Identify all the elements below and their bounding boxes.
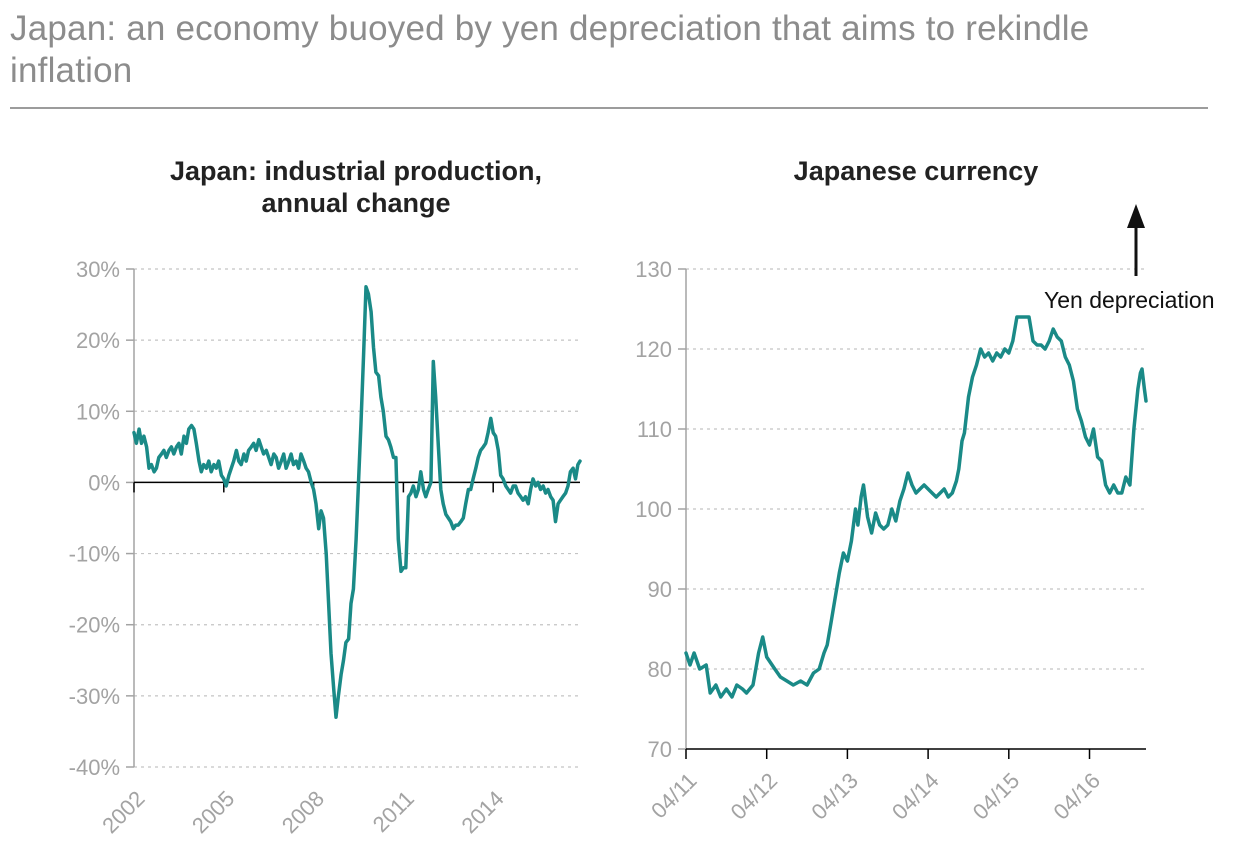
y-tick-label: -10% — [69, 542, 120, 567]
series-line — [684, 315, 1148, 699]
page-title: Japan: an economy buoyed by yen deprecia… — [10, 9, 1090, 90]
y-tick-label: 0% — [88, 470, 120, 495]
series-line — [132, 285, 582, 719]
y-tick-label: 90 — [648, 577, 672, 602]
x-tick-label: 2008 — [277, 786, 329, 838]
y-tick-label: 130 — [635, 257, 672, 282]
y-tick-label: 100 — [635, 497, 672, 522]
y-tick-label: 120 — [635, 337, 672, 362]
chart-title: annual change — [261, 188, 450, 218]
annotation-arrow-head — [1127, 204, 1145, 228]
annotation-label: Yen depreciation — [1044, 287, 1215, 313]
chart-title: Japanese currency — [794, 156, 1039, 186]
x-tick-label: 2005 — [187, 786, 239, 838]
x-tick-label: 04/15 — [968, 768, 1025, 825]
x-tick-label: 2011 — [368, 786, 419, 837]
y-tick-label: 30% — [76, 257, 120, 282]
x-tick-label: 04/16 — [1048, 768, 1105, 825]
x-tick-label: 04/14 — [887, 768, 944, 825]
y-tick-label: -40% — [69, 755, 120, 780]
x-tick-label: 04/13 — [806, 768, 863, 825]
y-tick-label: -30% — [69, 684, 120, 709]
y-tick-label: 110 — [637, 417, 672, 442]
y-tick-label: 80 — [648, 657, 672, 682]
title-divider — [10, 107, 1208, 109]
x-tick-label: 04/12 — [726, 768, 783, 825]
y-tick-label: -20% — [69, 613, 120, 638]
x-tick-label: 2014 — [456, 786, 508, 838]
y-tick-label: 20% — [76, 328, 120, 353]
y-tick-label: 70 — [648, 737, 672, 762]
y-tick-label: 10% — [76, 399, 120, 424]
x-tick-label: 04/11 — [646, 768, 701, 823]
chart-title: Japan: industrial production, — [170, 156, 542, 186]
x-tick-label: 2002 — [97, 786, 149, 838]
